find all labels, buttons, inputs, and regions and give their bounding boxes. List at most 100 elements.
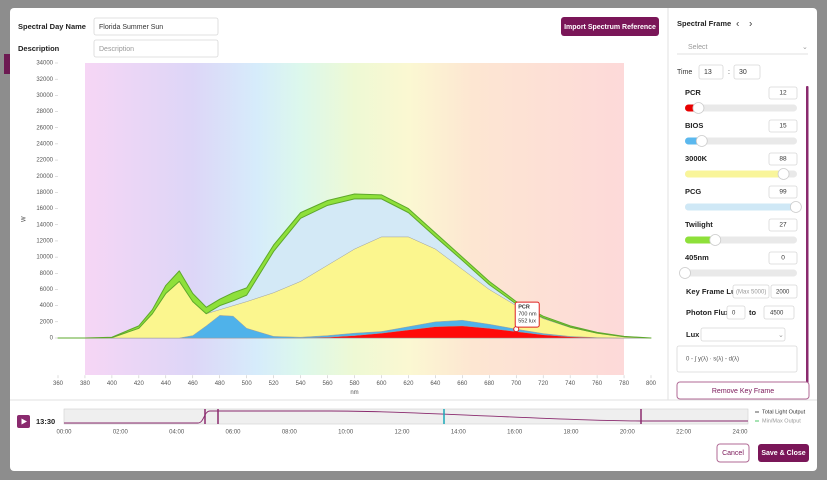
y-tick-label: 30000: [36, 93, 53, 99]
minute-value: 30: [739, 69, 747, 76]
channel-value: 99: [779, 189, 787, 196]
description-input[interactable]: [93, 39, 219, 58]
key-frame-lux-value: 2000: [776, 290, 790, 296]
select-placeholder[interactable]: Select: [688, 44, 708, 51]
name-value: Florida Summer Sun: [99, 24, 163, 31]
photon-flux-to: to: [749, 308, 756, 317]
slider-knob[interactable]: [709, 234, 722, 246]
slider-knob[interactable]: [692, 102, 705, 114]
formula: 0 - ∫ y(λ) · s(λ) - d(λ): [686, 356, 739, 363]
timeline-track: [63, 408, 749, 425]
channel-value: 15: [779, 123, 787, 130]
hour-value: 13: [704, 69, 712, 76]
x-tick-label: 560: [323, 381, 334, 387]
description-placeholder: Description: [99, 46, 134, 53]
y-tick-label: 20000: [36, 174, 53, 180]
x-tick-label: 720: [538, 381, 549, 387]
x-tick-label: 760: [592, 381, 603, 387]
lux-select[interactable]: [700, 327, 786, 342]
next-frame[interactable]: ›: [749, 19, 752, 30]
channels: PCR 12 BIOS 15 3000K 88 PCG 99 Twilight 27 405nm 0: [679, 86, 802, 279]
annotation-line: 700 nm: [518, 312, 537, 318]
y-tick-label: 24000: [36, 141, 53, 147]
y-tick-label: 0: [50, 336, 54, 342]
channel-value-box: [768, 152, 798, 166]
timeline-tick-label: 14:00: [451, 430, 467, 436]
timeline-tick-label: 00:00: [56, 430, 72, 436]
x-axis-label: nm: [350, 390, 358, 396]
description-label: Description: [18, 44, 60, 53]
slider-knob[interactable]: [679, 267, 691, 279]
x-tick-label: 460: [188, 381, 199, 387]
y-tick-label: 26000: [36, 125, 53, 131]
annotation-box: [514, 301, 540, 328]
minute-select[interactable]: [733, 64, 761, 80]
slider-fill: [685, 236, 716, 244]
name-input[interactable]: [93, 17, 219, 36]
import-button-label: Import Spectrum Reference: [564, 24, 656, 31]
lux-label: Lux: [686, 330, 700, 339]
flux-min-box[interactable]: [726, 305, 746, 320]
timeline-tick-label: 24:00: [732, 430, 748, 436]
save-button-label: Save & Close: [761, 450, 805, 457]
channel-label: Twilight: [685, 220, 713, 229]
time-separator: :: [728, 69, 730, 76]
x-tick-label: 780: [619, 381, 630, 387]
save-button[interactable]: [758, 444, 809, 462]
x-tick-label: 360: [53, 381, 64, 387]
formula-box: [676, 345, 798, 373]
import-button[interactable]: [561, 17, 659, 36]
key-frame-lux-max: (Max 5000): [736, 290, 766, 296]
lux-caret: ⌄: [778, 332, 784, 339]
hour-select[interactable]: [698, 64, 724, 80]
slider-fill: [685, 203, 796, 211]
timeline-tick-label: 10:00: [338, 430, 354, 436]
channel-label: PCR: [685, 88, 701, 97]
prev-frame[interactable]: ‹: [736, 19, 739, 30]
area-series: [57, 193, 652, 339]
y-tick-label: 12000: [36, 239, 53, 245]
x-tick-label: 700: [511, 381, 522, 387]
slider-knob[interactable]: [789, 201, 802, 213]
scrollbar: [806, 86, 809, 386]
panel-title: Spectral Frame: [677, 19, 731, 28]
current-time: 13:30: [36, 417, 55, 426]
channel-label: 3000K: [685, 154, 708, 163]
timeline-ticks: 00:00 02:00 04:00 06:00 08:00 10:00 12:00 14:00…: [56, 430, 748, 436]
y-tick-label: 22000: [36, 158, 53, 164]
slider-track: [685, 137, 797, 145]
x-tick-label: 580: [349, 381, 360, 387]
flux-max-box[interactable]: [763, 305, 795, 320]
x-tick-label: 740: [565, 381, 576, 387]
cancel-button[interactable]: [716, 443, 750, 463]
channel-value: 27: [779, 222, 787, 229]
x-tick-label: 660: [457, 381, 468, 387]
remove-button[interactable]: [676, 381, 810, 400]
select-caret: ⌄: [802, 44, 808, 51]
x-tick-label: 640: [430, 381, 441, 387]
slider-knob[interactable]: [695, 135, 708, 147]
slider-knob[interactable]: [777, 168, 790, 180]
timeline-tick-label: 12:00: [394, 430, 410, 436]
annotation-title: PCR: [518, 305, 530, 311]
photon-flux-max: 4500: [770, 311, 784, 317]
legend-minmax: Min/Max Output: [762, 418, 801, 424]
channel-label: BIOS: [685, 121, 703, 130]
x-tick-label: 800: [646, 381, 657, 387]
timeline-tick-label: 08:00: [282, 430, 298, 436]
legend-total: Total Light Output: [762, 409, 806, 415]
channel-value-box: [768, 86, 798, 100]
timeline-curve: [64, 410, 748, 424]
x-tick-label: 500: [242, 381, 253, 387]
lux-input[interactable]: [770, 284, 798, 299]
timeline-tick-label: 22:00: [676, 430, 692, 436]
y-tick-label: 2000: [40, 319, 54, 325]
x-tick-label: 420: [134, 381, 145, 387]
photon-flux-min: 0: [732, 311, 736, 317]
x-tick-label: 520: [269, 381, 280, 387]
y-tick-label: 32000: [36, 77, 53, 83]
timeline-tick-label: 20:00: [620, 430, 636, 436]
play-icon: [21, 418, 27, 425]
channel-value-box: [768, 119, 798, 133]
slider-track: [685, 269, 797, 277]
